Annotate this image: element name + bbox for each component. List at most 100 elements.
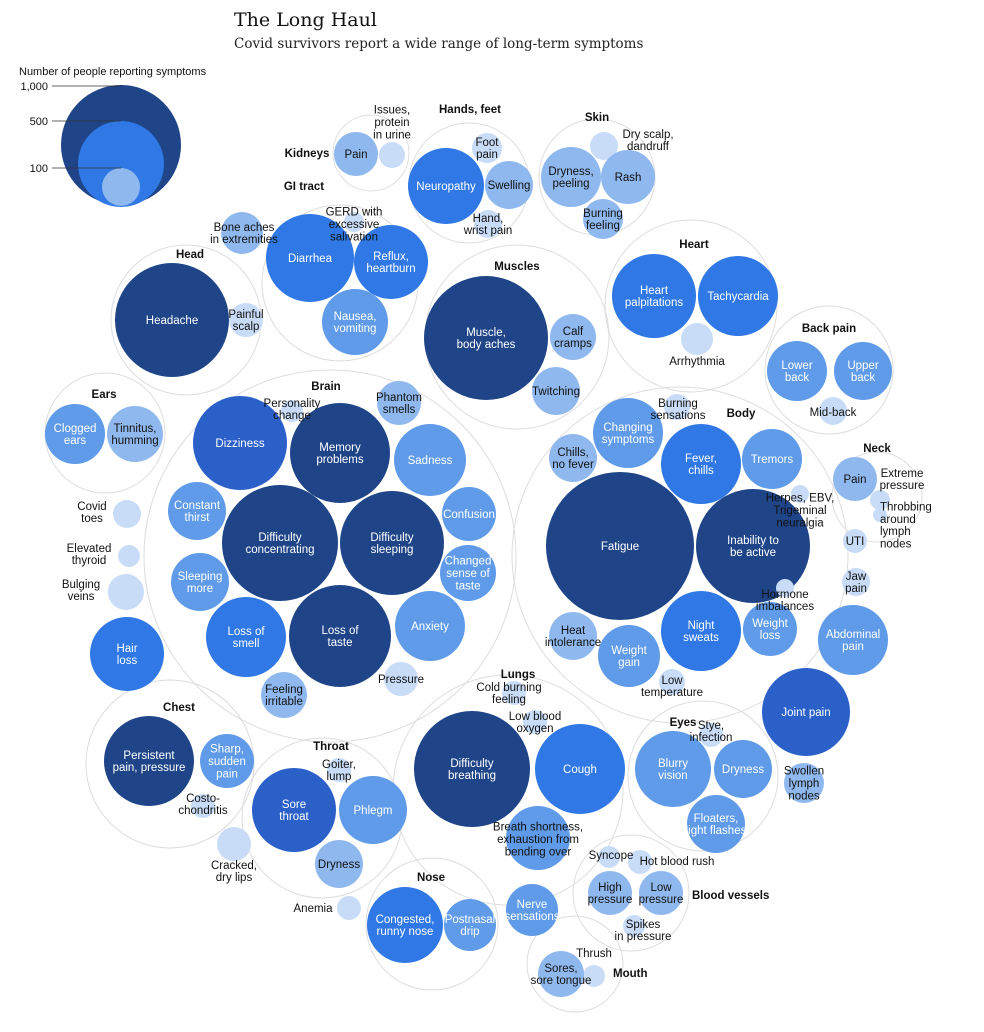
bubble-body-chills-no-fever [549, 434, 597, 482]
bubble-label-other-swollen-lymph-nodes-line: Swollen [784, 766, 824, 778]
bubble-nose-congested-runny-nose [367, 887, 443, 963]
bubble-muscles-muscle-body-aches [424, 276, 548, 400]
bubble-other-covid-toes [113, 500, 141, 528]
bubble-label-hands-feet-hand-wrist-pain-line: Hand, [473, 213, 504, 225]
bubble-label-brain-difficulty-concentrating: Difficulty concentrating [245, 532, 314, 556]
bubble-brain-memory-problems [290, 403, 390, 503]
group-outline-brain [143, 369, 517, 743]
bubble-label-eyes-floaters-light-flashes: Floaters, light flashes [686, 813, 747, 837]
bubble-label-heart-heart-palpitations: Heart palpitations [625, 285, 683, 309]
bubble-label-kidneys-issues-protein-in-urine: Issues, protein in urine [373, 105, 411, 142]
bubble-label-other-elevated-thyroid-line: Elevated [67, 543, 112, 555]
bubble-label-neck-throbbing-around-lymph-nodes: Throbbing around lymph nodes [880, 501, 932, 550]
bubble-label-chest-persistent-pain-pressure-line: pain, pressure [113, 762, 186, 774]
bubble-label-brain-constant-thirst: Constant thirst [174, 500, 221, 524]
group-label-ears: Ears [92, 389, 117, 401]
bubble-body-inability-to-be-active [696, 489, 810, 603]
bubble-label-brain-loss-of-taste: Loss of taste [321, 625, 359, 649]
bubble-throat-phlegm [339, 776, 407, 844]
bubble-label-neck-extreme-pressure: Extreme pressure [880, 468, 925, 492]
bubble-label-other-covid-toes: Covid toes [77, 501, 106, 525]
group-outline-neck [831, 451, 923, 543]
bubble-label-brain-feeling-irritable: Feeling irritable [265, 684, 303, 708]
bubble-label-skin-burning-feeling-line: feeling [586, 220, 620, 232]
bubble-label-throat-sore-throat-line: throat [279, 811, 309, 823]
bubble-neck-extreme-pressure [870, 490, 890, 510]
bubble-other-joint-pain [762, 668, 850, 756]
group-label-skin: Skin [585, 112, 609, 124]
bubble-label-ears-tinnitus-humming-line: Tinnitus, [113, 423, 156, 435]
bubble-label-body-low-temperature-line: Low [661, 675, 683, 687]
bubble-eyes-stye-infection [699, 723, 723, 747]
bubble-label-brain-personality-change-line: Personality [264, 398, 321, 410]
bubble-label-other-uti: UTI [846, 536, 865, 548]
bubble-label-brain-anxiety: Anxiety [411, 621, 449, 633]
bubble-label-eyes-dryness-line: Dryness [722, 764, 764, 776]
bubble-label-body-fatigue: Fatigue [601, 541, 639, 553]
legend-circle-100 [102, 168, 140, 206]
bubble-label-body-herpes-ebv-trigeminal-neuralgia-line: neuralgia [776, 517, 824, 529]
bubble-label-body-weight-gain-line: Weight [611, 645, 647, 657]
bubble-gi-tract-nausea-vomiting [322, 289, 388, 355]
bubble-gi-tract-gerd-with-excessive-salivation [344, 212, 364, 232]
bubble-label-skin-burning-feeling-line: Burning [583, 208, 623, 220]
bubble-label-neck-throbbing-around-lymph-nodes-line: nodes [880, 539, 912, 551]
bubble-label-skin-dry-scalp-dandruff: Dry scalp, dandruff [622, 129, 673, 153]
bubble-label-brain-confusion: Confusion [443, 509, 495, 521]
bubble-label-body-night-sweats-line: Night [688, 620, 716, 632]
bubble-body-weight-loss [743, 602, 797, 656]
bubble-label-body-inability-to-be-active-line: Inability to [727, 535, 779, 547]
bubble-label-nose-congested-runny-nose-line: runny nose [377, 926, 434, 938]
bubble-label-chest-costo-chondritis-line: chondritis [178, 805, 227, 817]
bubble-label-gi-tract-reflux-heartburn-line: Reflux, [373, 251, 409, 263]
bubble-label-lungs-difficulty-breathing: Difficulty breathing [448, 758, 496, 782]
group-label-heart: Heart [679, 239, 709, 251]
bubble-label-body-chills-no-fever-line: Chills, [557, 447, 588, 459]
bubble-label-other-uti-line: UTI [846, 536, 865, 548]
bubble-label-body-heat-intolerance: Heat intolerance [545, 625, 601, 649]
bubble-label-throat-goiter-lump: Goiter, lump [322, 759, 356, 783]
bubble-label-lungs-breath-shortness-exhaustion-from-bending-over: Breath shortness, exhaustion from bending … [493, 822, 583, 859]
bubble-label-eyes-stye-infection: Stye, infection [690, 720, 733, 744]
bubble-label-body-burning-sensations: Burning sensations [651, 398, 706, 422]
bubble-label-muscles-calf-cramps-line: Calf [563, 326, 584, 338]
bubble-muscles-calf-cramps [550, 314, 596, 360]
bubble-label-gi-tract-gerd-with-excessive-salivation-line: GERD with [326, 207, 383, 219]
bubble-label-brain-difficulty-sleeping-line: Difficulty [370, 532, 413, 544]
bubble-body-night-sweats [661, 591, 741, 671]
bubble-label-body-burning-sensations-line: sensations [651, 410, 706, 422]
bubble-label-brain-changed-sense-of-taste-line: Changed [445, 556, 492, 568]
bubble-label-other-abdominal-pain-line: pain [842, 641, 864, 653]
bubble-label-brain-sleeping-more-line: Sleeping [178, 571, 223, 583]
bubble-label-gi-tract-diarrhea: Diarrhea [288, 253, 333, 265]
bubble-label-head-headache-line: Headache [146, 315, 198, 327]
bubble-label-other-covid-toes-line: toes [81, 513, 103, 525]
bubble-label-brain-memory-problems: Memory problems [316, 442, 364, 466]
bubble-label-other-cracked-dry-lips-line: Cracked, [211, 860, 257, 872]
bubble-heart-tachycardia [698, 256, 778, 336]
bubble-label-other-abdominal-pain-line: Abdominal [826, 629, 880, 641]
bubble-label-brain-dizziness-line: Dizziness [215, 438, 264, 450]
bubble-label-gi-tract-gerd-with-excessive-salivation-line: excessive [329, 219, 380, 231]
bubble-label-brain-sadness-line: Sadness [408, 455, 453, 467]
bubble-brain-constant-thirst [168, 482, 226, 540]
bubble-label-other-covid-toes-line: Covid [77, 501, 106, 513]
group-outline-chest [85, 679, 255, 849]
bubble-brain-personality-change [281, 400, 303, 422]
bubble-label-body-night-sweats: Night sweats [683, 620, 719, 644]
bubble-label-skin-burning-feeling: Burning feeling [583, 208, 623, 232]
bubble-label-nose-postnasal-drip-line: drip [460, 926, 479, 938]
group-outline-mouth [526, 915, 624, 1013]
bubble-body-herpes-ebv-trigeminal-neuralgia [791, 485, 809, 503]
bubble-label-body-fever-chills-line: chills [688, 465, 714, 477]
bubble-label-mouth-thrush-line: Thrush [576, 948, 612, 960]
bubble-label-muscles-muscle-body-aches-line: body aches [457, 339, 516, 351]
bubble-label-brain-loss-of-taste-line: taste [328, 637, 353, 649]
bubble-label-blood-vessels-syncope-line: Syncope [589, 850, 634, 862]
bubble-body-weight-gain [598, 625, 660, 687]
bubble-other-uti [843, 529, 867, 553]
bubble-eyes-floaters-light-flashes [687, 795, 745, 853]
bubble-head-painful-scalp [229, 303, 263, 337]
group-outline-kidneys [332, 114, 410, 192]
